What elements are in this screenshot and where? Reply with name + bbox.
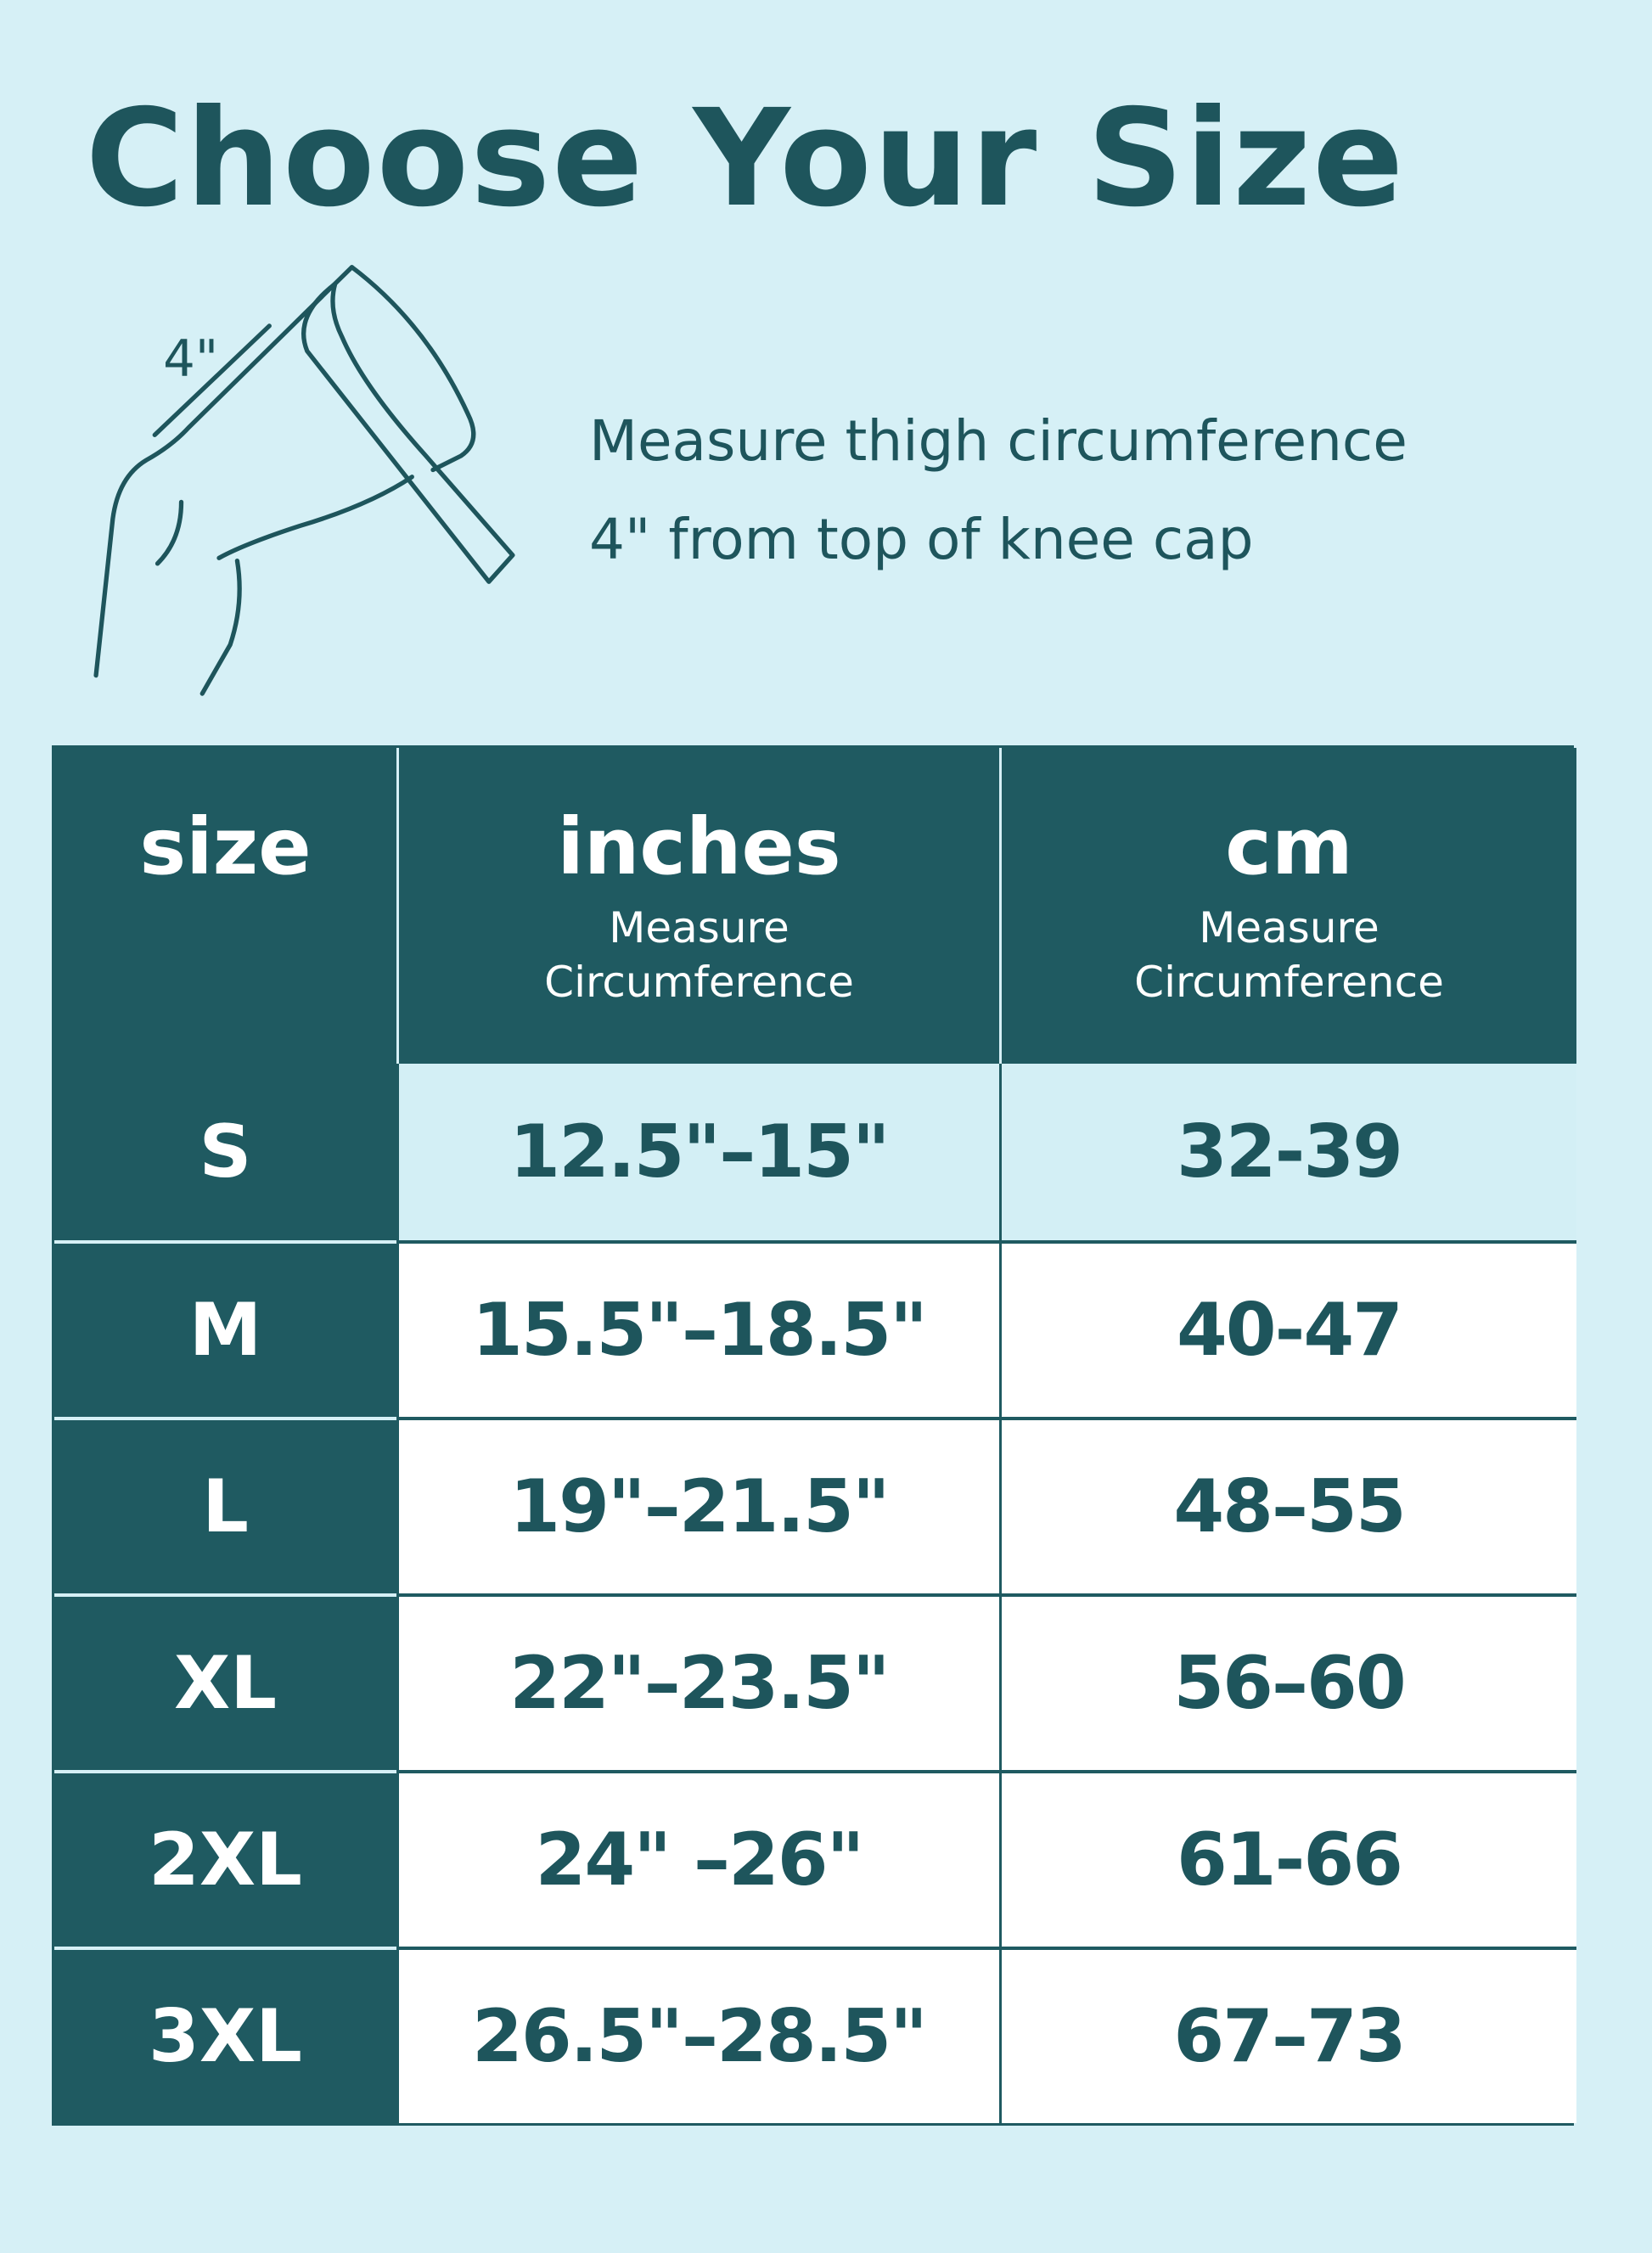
size-chart-table: size inches Measure Circumference cm Meas… — [52, 745, 1576, 2126]
size-cell: M — [54, 1240, 396, 1417]
header-inches-label: inches — [557, 801, 841, 892]
inches-cell: 22"–23.5" — [396, 1593, 999, 1770]
header-size-label: size — [139, 801, 312, 892]
size-cell: XL — [54, 1593, 396, 1770]
header-inches-sub: Measure Circumference — [544, 901, 854, 1009]
header-cm-label: cm — [1225, 801, 1353, 892]
inches-cell: 26.5"–28.5" — [396, 1947, 999, 2123]
instruction-line: Measure thigh circumference — [589, 408, 1408, 474]
cm-cell: 67–73 — [999, 1947, 1576, 2123]
header-sub-line: Measure — [609, 903, 789, 952]
page-title: Choose Your Size — [85, 81, 1406, 237]
cm-cell: 48–55 — [999, 1417, 1576, 1593]
size-cell: 3XL — [54, 1947, 396, 2123]
header-cm: cm Measure Circumference — [999, 748, 1576, 1064]
cm-cell: 56–60 — [999, 1593, 1576, 1770]
header-size: size — [54, 748, 396, 1064]
header-sub-line: Circumference — [1134, 958, 1444, 1007]
inches-cell: 15.5"–18.5" — [396, 1240, 999, 1417]
measurement-instructions: Measure thigh circumference 4" from top … — [589, 392, 1408, 589]
header-sub-line: Circumference — [544, 958, 854, 1007]
cm-cell: 32-39 — [999, 1064, 1576, 1240]
size-cell: 2XL — [54, 1770, 396, 1947]
header-inches: inches Measure Circumference — [396, 748, 999, 1064]
knee-measuring-tape-icon: 4" — [93, 265, 515, 696]
cm-cell: 61-66 — [999, 1770, 1576, 1947]
tape-distance-label: 4" — [163, 329, 218, 388]
instruction-line: 4" from top of knee cap — [589, 507, 1254, 572]
size-cell: S — [54, 1064, 396, 1240]
inches-cell: 12.5"–15" — [396, 1064, 999, 1240]
header-sub-line: Measure — [1199, 903, 1379, 952]
inches-cell: 24" –26" — [396, 1770, 999, 1947]
cm-cell: 40-47 — [999, 1240, 1576, 1417]
header-cm-sub: Measure Circumference — [1134, 901, 1444, 1009]
inches-cell: 19"–21.5" — [396, 1417, 999, 1593]
size-cell: L — [54, 1417, 396, 1593]
